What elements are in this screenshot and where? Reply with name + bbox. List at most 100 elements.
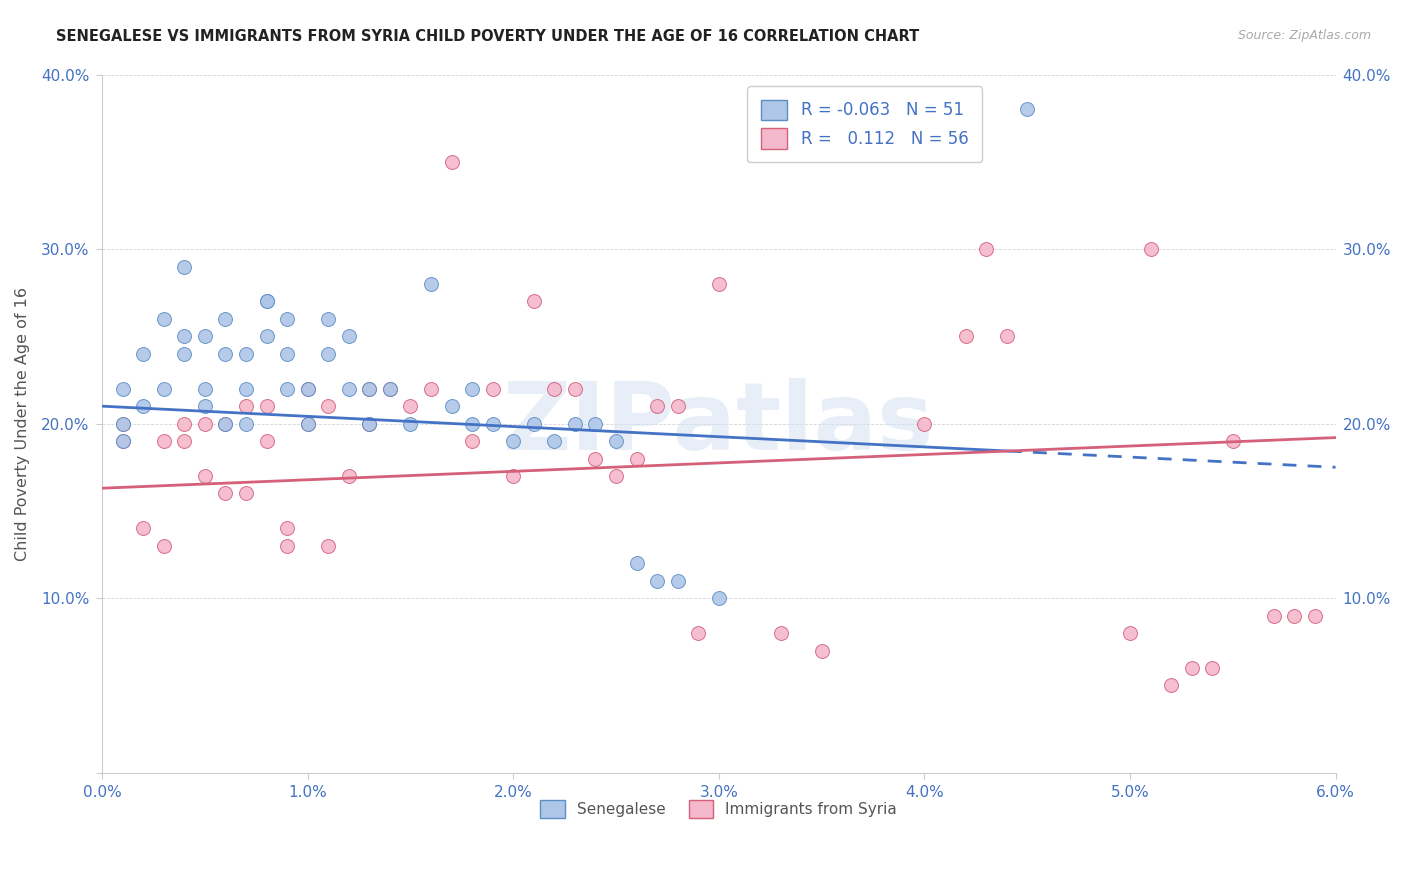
Point [1139,242,1161,256]
Point [214,347,236,361]
Point [152,312,174,326]
Point [297,382,319,396]
Point [564,417,586,431]
Point [502,434,524,448]
Point [461,382,484,396]
Point [194,382,217,396]
Point [1284,608,1306,623]
Legend: Senegalese, Immigrants from Syria: Senegalese, Immigrants from Syria [534,794,903,824]
Point [316,399,339,413]
Point [111,434,134,448]
Point [297,417,319,431]
Point [399,399,422,413]
Point [605,469,627,483]
Point [111,434,134,448]
Point [626,451,648,466]
Point [769,626,792,640]
Point [955,329,977,343]
Point [440,154,463,169]
Point [359,417,381,431]
Point [316,347,339,361]
Point [1263,608,1285,623]
Point [523,417,546,431]
Point [666,399,689,413]
Point [132,399,155,413]
Point [276,312,298,326]
Point [1017,103,1039,117]
Point [543,382,565,396]
Point [214,417,236,431]
Point [995,329,1018,343]
Point [235,486,257,500]
Point [1222,434,1244,448]
Point [297,382,319,396]
Point [481,417,503,431]
Point [359,417,381,431]
Point [1303,608,1326,623]
Point [256,434,278,448]
Point [214,417,236,431]
Point [564,382,586,396]
Point [111,382,134,396]
Point [276,347,298,361]
Point [111,417,134,431]
Point [316,539,339,553]
Point [173,347,195,361]
Point [1160,678,1182,692]
Point [1181,661,1204,675]
Point [810,643,832,657]
Point [111,417,134,431]
Point [707,277,730,291]
Point [235,382,257,396]
Point [256,399,278,413]
Point [645,574,668,588]
Point [297,417,319,431]
Point [337,329,360,343]
Point [214,312,236,326]
Point [585,417,607,431]
Point [707,591,730,606]
Point [337,469,360,483]
Point [256,294,278,309]
Point [256,329,278,343]
Point [173,329,195,343]
Point [152,434,174,448]
Point [173,434,195,448]
Point [626,556,648,570]
Point [235,347,257,361]
Y-axis label: Child Poverty Under the Age of 16: Child Poverty Under the Age of 16 [15,286,30,561]
Point [276,521,298,535]
Point [214,486,236,500]
Point [359,382,381,396]
Point [194,469,217,483]
Point [543,434,565,448]
Point [378,382,401,396]
Text: ZIPatlas: ZIPatlas [503,377,935,469]
Point [276,382,298,396]
Point [974,242,997,256]
Point [481,382,503,396]
Point [461,417,484,431]
Point [256,294,278,309]
Point [173,417,195,431]
Text: SENEGALESE VS IMMIGRANTS FROM SYRIA CHILD POVERTY UNDER THE AGE OF 16 CORRELATIO: SENEGALESE VS IMMIGRANTS FROM SYRIA CHIL… [56,29,920,44]
Point [132,347,155,361]
Point [666,574,689,588]
Point [440,399,463,413]
Point [912,417,935,431]
Point [420,382,443,396]
Point [276,539,298,553]
Point [523,294,546,309]
Point [194,417,217,431]
Point [152,382,174,396]
Point [399,417,422,431]
Point [235,417,257,431]
Point [235,399,257,413]
Point [1201,661,1223,675]
Point [378,382,401,396]
Point [420,277,443,291]
Point [152,539,174,553]
Point [1119,626,1142,640]
Point [359,382,381,396]
Point [461,434,484,448]
